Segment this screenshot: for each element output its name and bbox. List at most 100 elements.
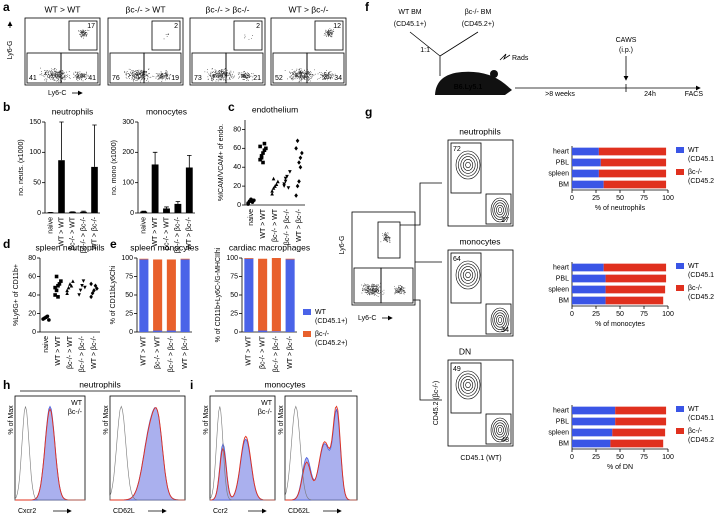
panel-label: c <box>228 100 235 114</box>
gate-value: 19 <box>171 75 179 82</box>
panel-label: i <box>190 378 193 392</box>
data-point <box>295 183 300 189</box>
y-tick-label: 50 <box>33 180 41 187</box>
plot-title: neutrophils <box>459 126 501 136</box>
gate <box>306 52 345 84</box>
bar-segment <box>605 296 664 305</box>
x-tick-label: WT > WT <box>55 335 62 365</box>
legend-label: βc-/- <box>258 409 273 416</box>
y-tick-label: PBL <box>556 418 569 425</box>
contour <box>496 424 504 436</box>
plot-frame <box>447 139 514 227</box>
data-point <box>295 138 300 144</box>
y-tick-label: 25 <box>230 310 238 317</box>
histogram-control <box>14 406 85 501</box>
bar-segment <box>598 147 667 156</box>
y-tick-label: PBL <box>556 159 569 166</box>
data-point <box>286 186 291 190</box>
y-axis-label: % of Max <box>103 405 110 435</box>
data-point <box>283 179 288 184</box>
y-axis-label: % of CD11b+Ly6C-/G-MHCIIhi <box>215 247 222 342</box>
data-point <box>262 141 267 146</box>
chart-title: cardiac macrophages <box>229 242 310 252</box>
y-tick-label: 100 <box>122 180 134 187</box>
chart-title: monocytes <box>146 106 187 116</box>
recipient-label: B6.Ly5.1 <box>454 84 483 91</box>
y-tick-label: 60 <box>233 145 241 152</box>
y-tick-label: 0 <box>130 210 134 217</box>
y-axis-label: %ICAM/VCAM+ of endo. <box>218 124 225 201</box>
bar-segment <box>605 274 667 283</box>
legend-label: βc-/- <box>68 409 83 416</box>
x-tick-label: βc-/- > βc-/- <box>284 208 291 245</box>
contour <box>492 420 508 440</box>
data-point <box>298 164 303 170</box>
contour <box>492 310 508 330</box>
gate <box>485 413 512 445</box>
gate <box>68 20 98 51</box>
x-tick-label: WT > βc-/- <box>287 335 294 369</box>
data-point <box>249 197 253 202</box>
donor-label: (CD45.1+) <box>394 21 426 28</box>
gate <box>314 20 344 51</box>
bar-segment <box>258 258 268 331</box>
plot-frame <box>351 211 416 306</box>
chart-title: spleen monocytes <box>130 242 199 252</box>
marker-label: Cxcr2 <box>18 508 36 515</box>
bar-segment <box>166 330 176 332</box>
gate <box>450 362 482 414</box>
x-tick-label: βc-/- > WT <box>154 335 161 369</box>
y-tick-label: BM <box>559 297 570 304</box>
data-point <box>285 174 289 179</box>
x-tick-label: 100 <box>662 195 674 202</box>
y-tick-label: heart <box>553 148 569 155</box>
legend-detail: (CD45.2+) <box>688 178 714 185</box>
x-tick-label: βc-/- > WT <box>67 335 74 369</box>
bar-segment <box>610 439 664 448</box>
x-tick-label: WT > WT <box>152 216 159 246</box>
legend-swatch <box>676 147 684 153</box>
bar-segment <box>598 169 667 178</box>
contour <box>460 266 476 284</box>
bar-segment <box>612 428 666 437</box>
data-point <box>81 279 86 283</box>
bar-segment <box>603 263 667 272</box>
x-tick-label: 25 <box>592 454 600 461</box>
contour <box>490 417 510 443</box>
bar-segment <box>572 439 611 448</box>
gate-value: 27 <box>501 217 509 224</box>
data-point <box>297 160 301 165</box>
gate <box>225 52 264 84</box>
axis-label: Ly6-G <box>339 236 346 255</box>
gate <box>380 267 414 304</box>
event-dots <box>284 28 336 83</box>
data-point <box>66 285 71 290</box>
histogram-wt <box>285 408 357 501</box>
contour <box>455 150 481 180</box>
bar-segment <box>271 258 281 332</box>
y-axis-label: %Ly6G+ of CD11b+ <box>13 264 20 326</box>
bar-segment <box>180 259 190 332</box>
histogram-wt <box>15 405 85 501</box>
gate-value: 52 <box>275 75 283 82</box>
contour <box>462 159 474 171</box>
plot-frame <box>189 17 266 86</box>
legend-detail: (CD45.1+) <box>688 415 714 422</box>
y-tick-label: 20 <box>28 310 36 317</box>
x-tick-label: 0 <box>570 311 574 318</box>
y-tick-label: 75 <box>230 273 238 280</box>
error-bar <box>187 154 192 168</box>
x-tick-label: WT > βc-/- <box>91 216 98 250</box>
bar-segment <box>572 263 604 272</box>
y-tick-label: 0 <box>37 210 41 217</box>
data-point <box>261 151 265 155</box>
bar-segment <box>615 406 667 415</box>
x-tick-label: 0 <box>570 454 574 461</box>
data-point <box>83 285 87 290</box>
bar-segment <box>572 296 606 305</box>
x-tick-label: WT > βc-/- <box>182 335 189 369</box>
y-axis-label: % of Max <box>203 405 210 435</box>
gate-value: 64 <box>453 256 461 263</box>
contour <box>494 422 506 438</box>
y-axis-label: % of CD11bLy6Chi <box>110 265 117 324</box>
